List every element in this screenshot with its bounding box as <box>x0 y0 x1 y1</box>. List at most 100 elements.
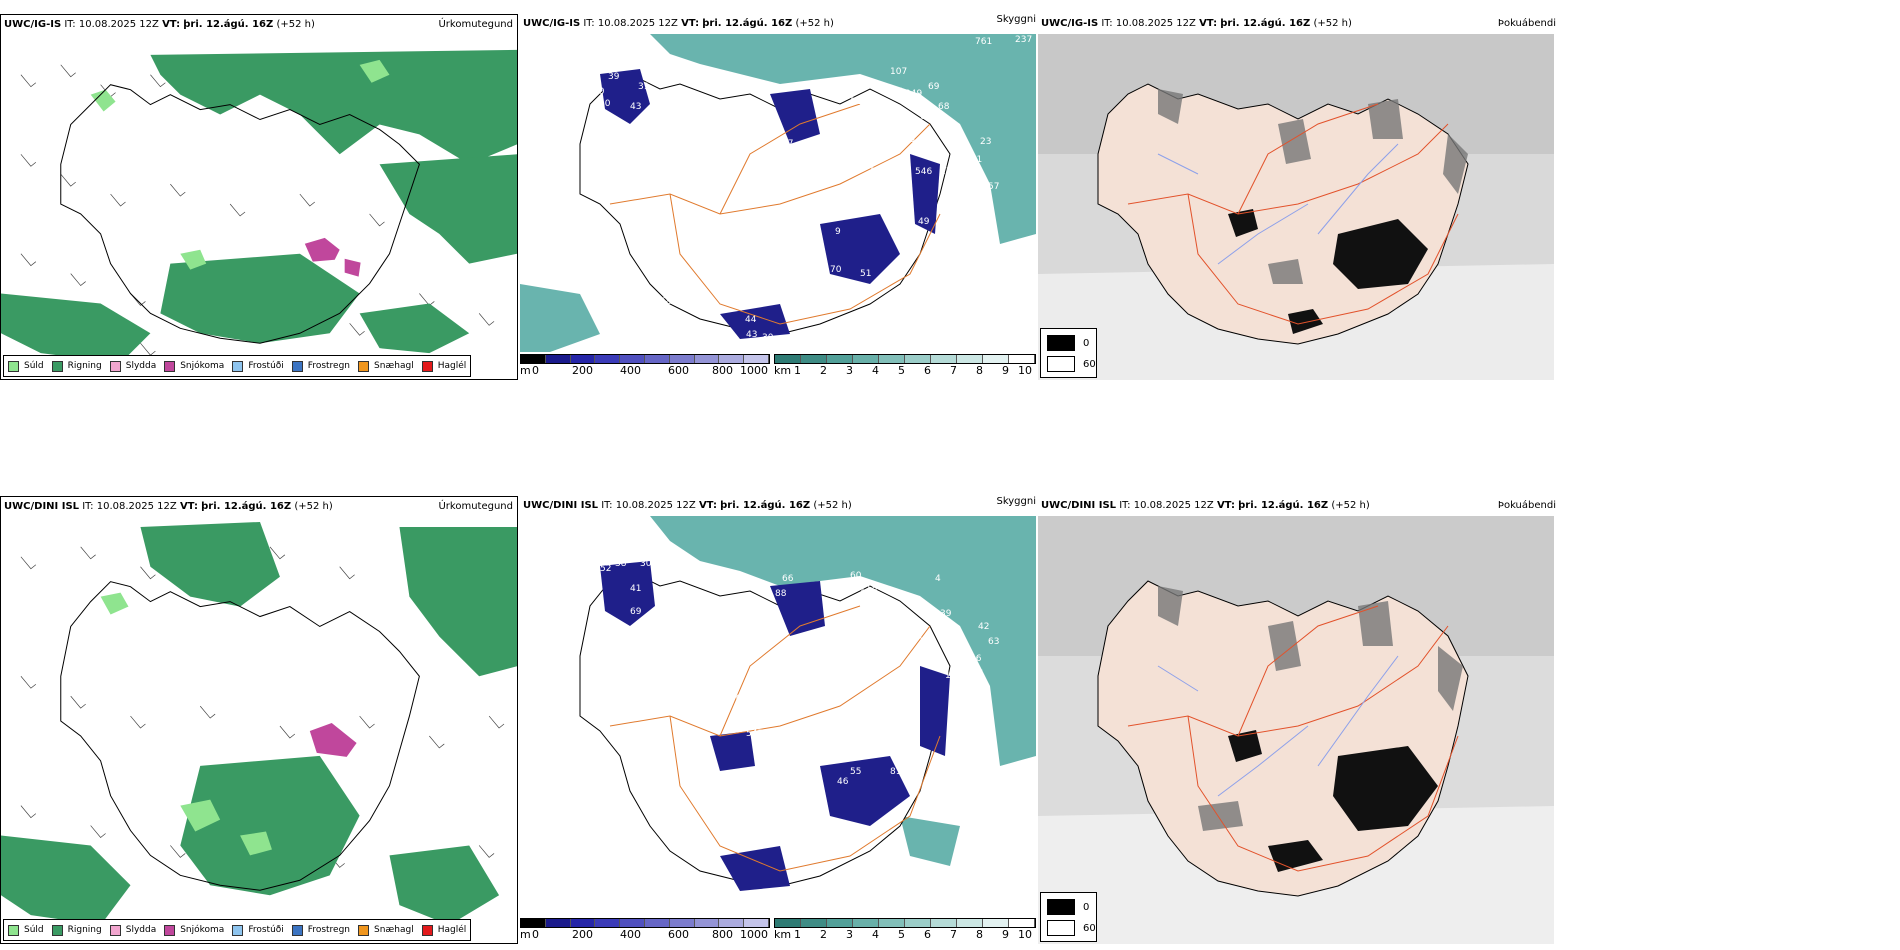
vis-label: 10 <box>930 249 942 259</box>
legend-swatch <box>1047 899 1075 915</box>
fog-map[interactable] <box>1038 516 1554 944</box>
vis-label: 546 <box>915 167 932 177</box>
vis-label: 58 <box>660 297 672 307</box>
legend-label: 60 <box>1083 922 1096 934</box>
legend-label: Snæhagl <box>374 925 414 935</box>
it-label: IT: <box>82 501 94 512</box>
vt-value: þri. 12.ágú. 16Z <box>1238 500 1329 511</box>
visibility-colorbar: km 1 2 3 4 5 6 7 8 9 10 <box>774 354 1036 378</box>
vis-label: 120 <box>850 97 867 107</box>
legend-swatch <box>51 360 63 372</box>
vis-label: 60 <box>850 571 862 581</box>
vis-label: 43 <box>746 330 757 340</box>
legend-item-snjokoma: Snjókoma <box>164 924 224 936</box>
legend-item-frostudi: Frostúði <box>232 360 284 372</box>
panel-title: Þokuábendi <box>1497 500 1556 511</box>
legend-item-rigning: Rigning <box>51 924 102 936</box>
vis-label: 111 <box>965 155 982 165</box>
visibility-colorbar: km 1 2 3 4 5 6 7 8 9 10 <box>774 918 1036 942</box>
snow-areas <box>304 237 361 277</box>
panel-header: UWC/DINI ISL IT: 10.08.2025 12Z VT: þri.… <box>520 496 1036 516</box>
precip-legend: Súld Rigning Slydda Snjókoma Frostúði Fr… <box>3 919 472 941</box>
vis-label: 23 <box>980 137 991 147</box>
visibility-map[interactable]: 51 52 38 30 41 36 69 66 88 60 118 4 39 4… <box>520 516 1036 916</box>
vis-label: 45 <box>615 57 626 67</box>
vis-label: 55 <box>850 767 861 777</box>
fog-map-svg <box>1038 34 1554 380</box>
vis-label: 51 <box>860 269 871 279</box>
vis-label: 36 <box>660 587 672 597</box>
vis-label: 39 <box>608 72 620 82</box>
fog-map-svg <box>1038 516 1554 944</box>
vis-label: 44 <box>745 315 757 325</box>
vis-tick: 7 <box>950 928 957 941</box>
height-tick: 400 <box>620 364 641 377</box>
height-colorbar: m 0 200 400 600 800 1000 <box>520 918 770 942</box>
legend-swatch <box>232 360 244 372</box>
legend-label: Slydda <box>125 361 157 371</box>
vis-tick: 1 <box>794 364 801 377</box>
vis-tick: 8 <box>976 364 983 377</box>
vis-tick: 5 <box>898 364 905 377</box>
vis-label: 57 <box>782 139 793 149</box>
legend-label: Haglél <box>437 925 467 935</box>
vis-label: 65 <box>920 112 931 122</box>
legend-label: Rigning <box>67 925 102 935</box>
panel-title: Skyggni <box>996 14 1036 25</box>
fog-panel-top: UWC/IG-IS IT: 10.08.2025 12Z VT: þri. 12… <box>1038 14 1900 380</box>
fog-legend-light: 60 <box>1047 356 1096 372</box>
model-name: UWC/DINI ISL <box>1041 500 1117 511</box>
panel-title: Þokuábendi <box>1497 18 1556 29</box>
vt-value: þri. 12.ágú. 16Z <box>183 19 274 30</box>
vis-label: 65 <box>823 752 834 762</box>
legend-swatch <box>164 924 176 936</box>
visibility-labels: 45 39 31 50 40 43 39 47 38 45 46 92 120 … <box>593 35 1032 343</box>
coastline <box>60 581 420 891</box>
vis-label: 80 <box>820 127 832 137</box>
vis-label: 36 <box>765 777 777 787</box>
vis-tick: 8 <box>976 928 983 941</box>
visibility-map[interactable]: 45 39 31 50 40 43 39 47 38 45 46 92 120 … <box>520 34 1036 352</box>
height-tick: 800 <box>712 364 733 377</box>
vis-label: 50 <box>730 694 742 704</box>
vis-label: 69 <box>928 82 940 92</box>
lead-time: (+52 h) <box>813 500 852 511</box>
vis-label: 270 <box>940 637 957 647</box>
legend-label: Snæhagl <box>374 361 414 371</box>
vis-label: 26 <box>742 807 754 817</box>
vis-label: 51 <box>630 541 641 551</box>
precip-map[interactable] <box>1 517 517 943</box>
vt-value: þri. 12.ágú. 16Z <box>702 18 793 29</box>
precip-map[interactable] <box>1 35 517 379</box>
fog-map[interactable] <box>1038 34 1554 380</box>
vis-label: 107 <box>890 67 907 77</box>
vis-label: 70 <box>960 170 972 180</box>
vt-label: VT: <box>162 19 181 30</box>
vis-label: 237 <box>1015 35 1032 45</box>
legend-swatch <box>8 360 19 372</box>
vis-label: 82 <box>662 777 673 787</box>
vis-label: 46 <box>837 777 849 787</box>
vis-label: 117 <box>945 671 962 681</box>
fog-panel-bottom: UWC/DINI ISL IT: 10.08.2025 12Z VT: þri.… <box>1038 496 1900 944</box>
height-unit: m <box>520 928 531 941</box>
vis-tick: 3 <box>846 364 853 377</box>
vis-label: 38 <box>670 147 682 157</box>
vt-value: þri. 12.ágú. 16Z <box>720 500 811 511</box>
legend-label: Súld <box>24 925 44 935</box>
legend-item-snjokoma: Snjókoma <box>164 360 224 372</box>
vis-label: 45 <box>760 107 771 117</box>
legend-label: 60 <box>1083 358 1096 370</box>
fog-legend-dark: 0 <box>1047 899 1089 915</box>
vis-label: 38 <box>615 559 627 569</box>
lead-time: (+52 h) <box>1331 500 1370 511</box>
visibility-colorbar-swatches <box>774 918 1036 928</box>
it-value: 10.08.2025 12Z <box>1133 500 1214 511</box>
lead-time: (+52 h) <box>795 18 834 29</box>
height-tick: 400 <box>620 928 641 941</box>
vis-label: 249 <box>905 89 922 99</box>
vt-label: VT: <box>681 18 700 29</box>
visibility-panel-bottom: UWC/DINI ISL IT: 10.08.2025 12Z VT: þri.… <box>520 496 1036 944</box>
panel-header: UWC/IG-IS IT: 10.08.2025 12Z VT: þri. 12… <box>1038 14 1560 34</box>
precip-legend: Súld Rigning Slydda Snjókoma Frostúði Fr… <box>3 355 472 377</box>
